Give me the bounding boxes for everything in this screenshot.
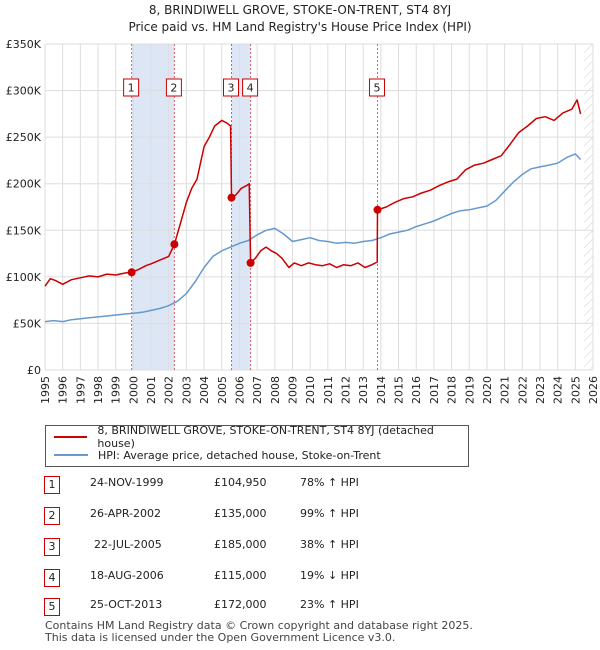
y-tick-label: £350K: [6, 38, 42, 51]
legend-item-hpi: HPI: Average price, detached house, Stok…: [54, 447, 381, 463]
x-tick-label: 2023: [534, 376, 547, 404]
x-tick-label: 2026: [587, 376, 600, 404]
x-tick-label: 2017: [428, 376, 441, 404]
row-date: 25-OCT-2013: [90, 598, 163, 611]
x-tick-label: 2010: [304, 376, 317, 404]
x-tick-label: 2021: [499, 376, 512, 404]
future-hatch: [584, 44, 593, 370]
y-tick-label: £300K: [6, 85, 42, 98]
row-price: £104,950: [214, 476, 267, 489]
x-tick-label: 2019: [463, 376, 476, 404]
legend-item-property: 8, BRINDIWELL GROVE, STOKE-ON-TRENT, ST4…: [54, 424, 468, 450]
x-tick-label: 1997: [74, 376, 87, 404]
x-tick-label: 2012: [340, 376, 353, 404]
y-tick-label: £150K: [6, 224, 42, 237]
row-date: 26-APR-2002: [90, 507, 162, 520]
x-tick-label: 2020: [481, 376, 494, 404]
marker-label-box: [222, 78, 239, 97]
shaded-span: [231, 44, 251, 370]
row-hpi: 19% ↓ HPI: [300, 569, 359, 582]
x-tick-label: 2006: [233, 376, 246, 404]
y-tick-label: £250K: [6, 131, 42, 144]
shaded-span: [131, 44, 175, 370]
x-tick-label: 2007: [251, 376, 264, 404]
x-tick-label: 2018: [446, 376, 459, 404]
sale-point: [227, 193, 236, 202]
row-marker-badge: 5: [44, 598, 60, 616]
x-tick-label: 2005: [216, 376, 229, 404]
row-hpi: 23% ↑ HPI: [300, 598, 359, 611]
x-tick-label: 2015: [393, 376, 406, 404]
legend: 8, BRINDIWELL GROVE, STOKE-ON-TRENT, ST4…: [45, 424, 469, 467]
x-tick-label: 2022: [516, 376, 529, 404]
x-tick-label: 1999: [110, 376, 123, 404]
row-price: £185,000: [214, 538, 267, 551]
x-tick-label: 2013: [357, 376, 370, 404]
sale-point: [170, 240, 179, 249]
x-tick-label: 1998: [92, 376, 105, 404]
row-hpi: 99% ↑ HPI: [300, 507, 359, 520]
row-marker-badge: 3: [44, 538, 60, 556]
x-tick-label: 2000: [127, 376, 140, 404]
row-date: 24-NOV-1999: [90, 476, 164, 489]
chart-title: 8, BRINDIWELL GROVE, STOKE-ON-TRENT, ST4…: [148, 3, 452, 17]
marker-label: 2: [170, 82, 177, 95]
x-tick-label: 1995: [39, 376, 52, 404]
row-marker-badge: 4: [44, 569, 60, 587]
x-tick-label: 2016: [410, 376, 423, 404]
x-tick-label: 2025: [569, 376, 582, 404]
footer-copyright: Contains HM Land Registry data © Crown c…: [45, 619, 473, 632]
sale-point: [127, 268, 136, 277]
row-date: 18-AUG-2006: [90, 569, 164, 582]
x-tick-label: 2014: [375, 376, 388, 404]
x-tick-label: 2003: [180, 376, 193, 404]
x-tick-label: 2002: [163, 376, 176, 404]
x-tick-label: 1996: [57, 376, 70, 404]
legend-label-hpi: HPI: Average price, detached house, Stok…: [98, 448, 381, 462]
y-tick-label: £100K: [6, 271, 42, 284]
y-tick-label: £200K: [6, 178, 42, 191]
chart-subtitle: Price paid vs. HM Land Registry's House …: [128, 20, 472, 34]
row-price: £115,000: [214, 569, 267, 582]
row-hpi: 38% ↑ HPI: [300, 538, 359, 551]
marker-label-box: [242, 78, 259, 97]
hpi-line: [44, 153, 582, 323]
y-tick-label: £0: [27, 364, 41, 377]
row-date: 22-JUL-2005: [94, 538, 162, 551]
legend-label-property: 8, BRINDIWELL GROVE, STOKE-ON-TRENT, ST4…: [97, 424, 434, 450]
x-tick-label: 2011: [322, 376, 335, 404]
sale-point: [246, 258, 255, 267]
marker-label-box: [123, 78, 140, 97]
x-tick-label: 2024: [552, 376, 565, 404]
x-tick-label: 2008: [269, 376, 282, 404]
footer-license: This data is licensed under the Open Gov…: [45, 631, 396, 644]
row-marker-badge: 1: [44, 476, 60, 494]
marker-label: 1: [128, 82, 135, 95]
row-marker-badge: 2: [44, 507, 60, 525]
marker-label: 3: [227, 82, 234, 95]
legend-swatch-property: [54, 436, 88, 438]
row-price: £172,000: [214, 598, 267, 611]
sale-point: [373, 205, 382, 214]
x-tick-label: 2001: [145, 376, 158, 404]
marker-label-box: [369, 78, 386, 97]
row-price: £135,000: [214, 507, 267, 520]
marker-label-box: [165, 78, 182, 97]
legend-swatch-hpi: [54, 454, 88, 456]
x-tick-label: 2009: [286, 376, 299, 404]
marker-label: 4: [247, 82, 254, 95]
marker-label: 5: [374, 82, 381, 95]
y-tick-label: £50K: [13, 317, 42, 330]
property-price-line: [44, 99, 582, 287]
x-tick-label: 2004: [198, 376, 211, 404]
footer: Contains HM Land Registry data © Crown c…: [45, 620, 473, 644]
row-hpi: 78% ↑ HPI: [300, 476, 359, 489]
